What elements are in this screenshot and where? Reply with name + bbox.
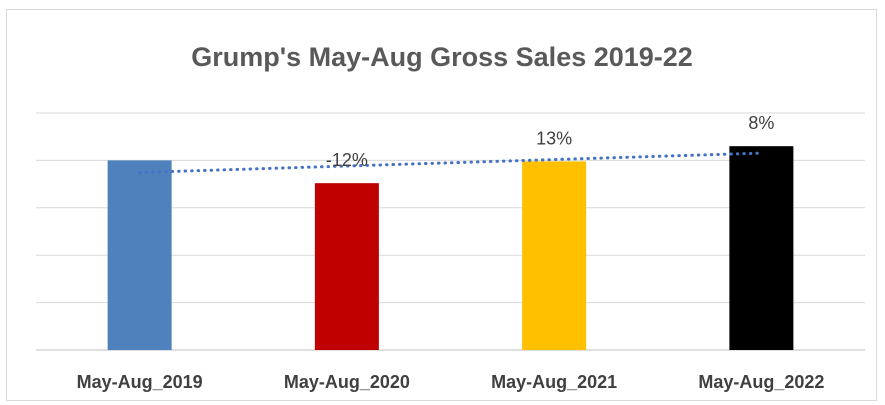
bar-may-aug-2022	[729, 146, 794, 350]
bars	[107, 146, 794, 350]
x-tick-label: May-Aug_2022	[698, 372, 824, 392]
bar-may-aug-2019	[107, 160, 172, 350]
trendline-layer	[138, 151, 763, 174]
bar-may-aug-2020	[314, 183, 379, 350]
x-tick-label: May-Aug_2019	[77, 372, 203, 392]
bar-may-aug-2021	[522, 161, 587, 350]
chart-title: Grump's May-Aug Gross Sales 2019-22	[191, 42, 693, 72]
data-labels: -12% 13% 8%	[326, 113, 775, 170]
x-tick-label: May-Aug_2021	[491, 372, 617, 392]
trendline	[138, 151, 763, 174]
data-label: 13%	[536, 128, 572, 148]
x-axis-tick-labels: May-Aug_2019 May-Aug_2020 May-Aug_2021 May-…	[77, 372, 825, 392]
data-label: -12%	[326, 150, 368, 170]
x-tick-label: May-Aug_2020	[284, 372, 410, 392]
data-label: 8%	[748, 113, 774, 133]
gridlines	[36, 112, 865, 351]
